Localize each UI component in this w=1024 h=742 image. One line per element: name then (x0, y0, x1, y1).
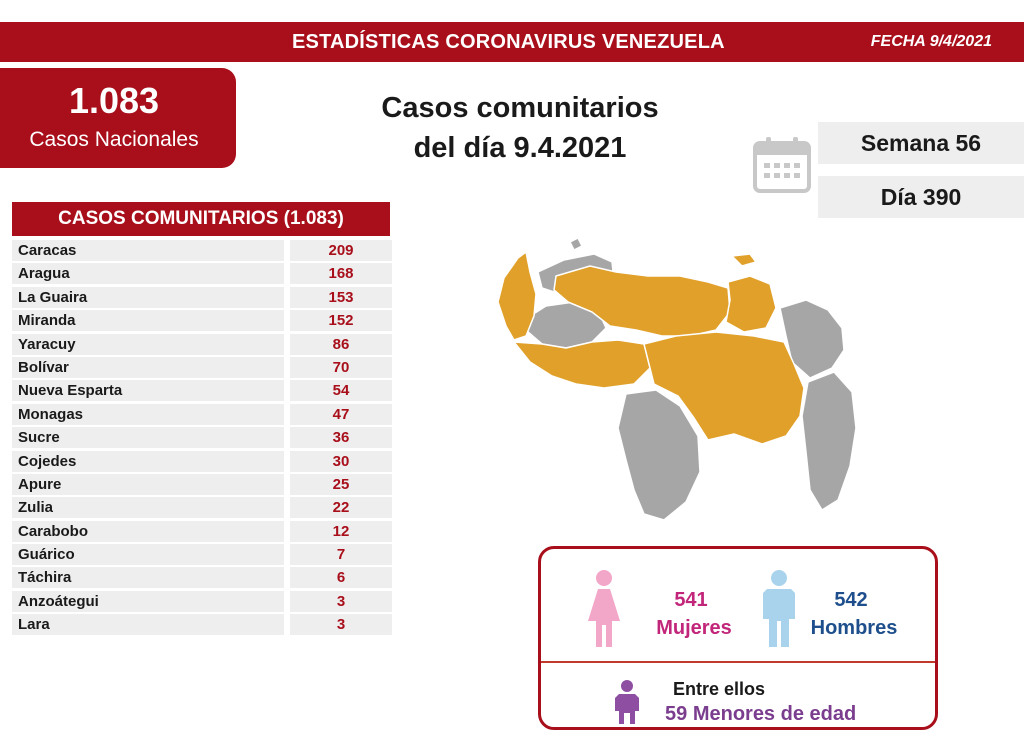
state-name: Monagas (12, 403, 284, 425)
state-name: Aragua (12, 263, 284, 285)
women-label: Mujeres (656, 617, 732, 639)
day-box: Día 390 (818, 176, 1024, 218)
table-row: Táchira 6 (12, 567, 392, 589)
men-count: 542 (834, 589, 868, 611)
state-name: Guárico (12, 544, 284, 566)
table-row: Caracas 209 (12, 240, 392, 261)
case-count: 153 (290, 286, 392, 308)
state-name: Cojedes (12, 450, 284, 472)
minors-label: Menores de edad (692, 703, 857, 725)
table-row: Bolívar 70 (12, 356, 392, 378)
national-cases-box: 1.083 Casos Nacionales (0, 68, 236, 168)
table-row: Anzoátegui 3 (12, 590, 392, 612)
table-row: Cojedes 30 (12, 450, 392, 472)
case-count: 30 (290, 450, 392, 472)
case-count: 3 (290, 614, 392, 636)
table-row: Nueva Esparta 54 (12, 380, 392, 402)
header-date: FECHA 9/4/2021 (870, 33, 992, 50)
state-name: Táchira (12, 567, 284, 589)
case-count: 22 (290, 497, 392, 519)
page-title: Casos comunitarios del día 9.4.2021 (330, 88, 710, 168)
table-row: Sucre 36 (12, 427, 392, 449)
state-name: Bolívar (12, 356, 284, 378)
state-name: Nueva Esparta (12, 380, 284, 402)
case-count: 152 (290, 310, 392, 332)
state-name: Caracas (12, 240, 284, 261)
page-title-line2: del día 9.4.2021 (413, 132, 627, 164)
header-title: ESTADÍSTICAS CORONAVIRUS VENEZUELA (292, 31, 725, 53)
minors-count: 59 (665, 703, 688, 725)
table-row: Monagas 47 (12, 403, 392, 425)
state-name: Lara (12, 614, 284, 636)
case-count: 86 (290, 333, 392, 355)
case-count: 7 (290, 544, 392, 566)
week-box: Semana 56 (818, 122, 1024, 164)
map-region-center-north (553, 265, 731, 337)
women-count: 541 (674, 589, 708, 611)
table-row: Yaracuy 86 (12, 333, 392, 355)
map-region-bolivar (643, 331, 805, 445)
case-count: 209 (290, 240, 392, 261)
state-name: Miranda (12, 310, 284, 332)
men-label: Hombres (810, 617, 898, 639)
table-row: Guárico 7 (12, 544, 392, 566)
page-title-line1: Casos comunitarios (381, 92, 659, 124)
gender-panel: 541 Mujeres 542 Hombres Entre ellos 59 M… (538, 546, 938, 730)
panel-divider (541, 661, 935, 663)
state-name: Anzoátegui (12, 590, 284, 612)
map-region-amazonas (617, 389, 701, 521)
table-row: Carabobo 12 (12, 520, 392, 542)
header-bar: ESTADÍSTICAS CORONAVIRUS VENEZUELA FECHA… (0, 22, 1024, 62)
child-icon (615, 680, 639, 724)
between-label: Entre ellos (673, 679, 766, 699)
map-region-nueva-esparta (731, 253, 757, 267)
case-count: 3 (290, 590, 392, 612)
state-name: Apure (12, 473, 284, 495)
map-region-zulia (497, 251, 537, 341)
case-count: 12 (290, 520, 392, 542)
national-cases-number: 1.083 (68, 80, 160, 121)
table-row: Lara 3 (12, 614, 392, 636)
case-count: 54 (290, 380, 392, 402)
table-header: CASOS COMUNITARIOS (1.083) (12, 202, 390, 236)
table-row: Zulia 22 (12, 497, 392, 519)
map-region-llanos (513, 339, 651, 389)
case-count: 70 (290, 356, 392, 378)
map-region-guayana-esequiba (801, 371, 857, 511)
case-count: 6 (290, 567, 392, 589)
national-cases-label: Casos Nacionales (29, 128, 199, 151)
state-name: La Guaira (12, 286, 284, 308)
calendar-icon (753, 137, 811, 193)
state-name: Zulia (12, 497, 284, 519)
cases-table: Caracas 209 Aragua 168 La Guaira 153 Mirand… (12, 240, 392, 638)
table-row: Miranda 152 (12, 310, 392, 332)
man-icon (763, 570, 795, 647)
case-count: 168 (290, 263, 392, 285)
case-count: 25 (290, 473, 392, 495)
case-count: 47 (290, 403, 392, 425)
map-region-east-north (725, 275, 777, 333)
map-region-islands (569, 237, 583, 251)
state-name: Sucre (12, 427, 284, 449)
state-name: Carabobo (12, 520, 284, 542)
table-row: La Guaira 153 (12, 286, 392, 308)
minors-line: 59 Menores de edad (665, 703, 856, 726)
venezuela-map (497, 237, 857, 521)
map-region-delta (779, 299, 845, 379)
table-row: Apure 25 (12, 473, 392, 495)
case-count: 36 (290, 427, 392, 449)
table-row: Aragua 168 (12, 263, 392, 285)
map-region-andes (523, 301, 607, 349)
state-name: Yaracuy (12, 333, 284, 355)
woman-icon (588, 570, 620, 647)
